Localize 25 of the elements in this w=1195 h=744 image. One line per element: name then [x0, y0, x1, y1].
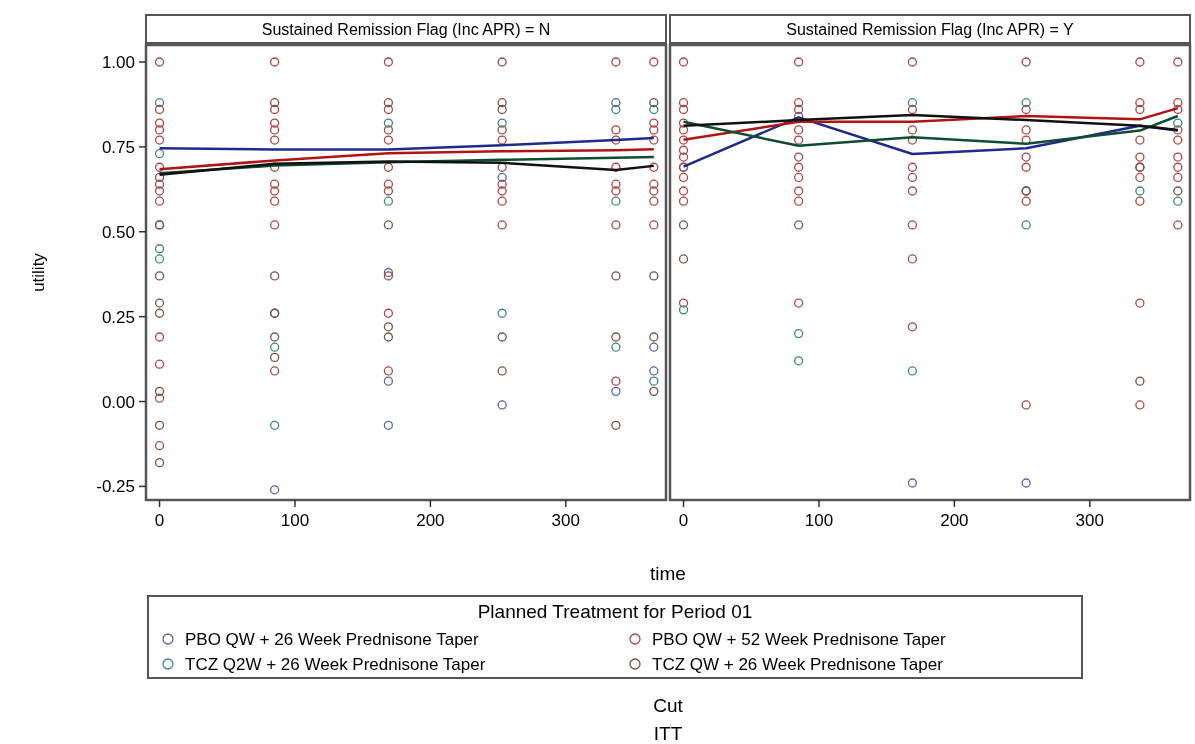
chart-title: Sustained Remission Flag (Inc APR) = N: [261, 21, 551, 38]
text: Cut: [653, 695, 684, 716]
y-tick-label: 0.25: [101, 307, 135, 327]
y-axis-title: utility: [29, 252, 48, 292]
y-tick-label: 0.75: [101, 137, 135, 157]
legend-title: Planned Treatment for Period 01: [477, 601, 753, 622]
text: ITT: [653, 723, 683, 744]
legend-label: TCZ QW + 26 Week Prednisone Taper: [652, 655, 944, 674]
x-tick-label: 200: [940, 511, 969, 530]
x-tick-label: 100: [280, 511, 310, 530]
x-tick-label: 100: [804, 511, 834, 530]
x-tick-label: 200: [416, 511, 445, 530]
x-tick-label: 300: [551, 511, 580, 530]
legend-label: PBO QW + 52 Week Prednisone Taper: [652, 630, 947, 649]
chart-title: Sustained Remission Flag (Inc APR) = Y: [786, 21, 1075, 38]
legend-label: TCZ Q2W + 26 Week Prednisone Taper: [185, 655, 486, 674]
x-axis-title: time: [650, 563, 686, 584]
y-tick-label: 0.00: [101, 392, 135, 412]
x-tick-label: 0: [678, 511, 689, 530]
y-tick-label: 0.50: [101, 222, 135, 242]
legend-label: PBO QW + 26 Week Prednisone Taper: [185, 630, 480, 649]
y-tick-label: -0.25: [96, 477, 135, 497]
x-tick-label: 0: [154, 511, 165, 530]
x-tick-label: 300: [1075, 511, 1104, 530]
y-tick-label: 1.00: [101, 52, 135, 72]
